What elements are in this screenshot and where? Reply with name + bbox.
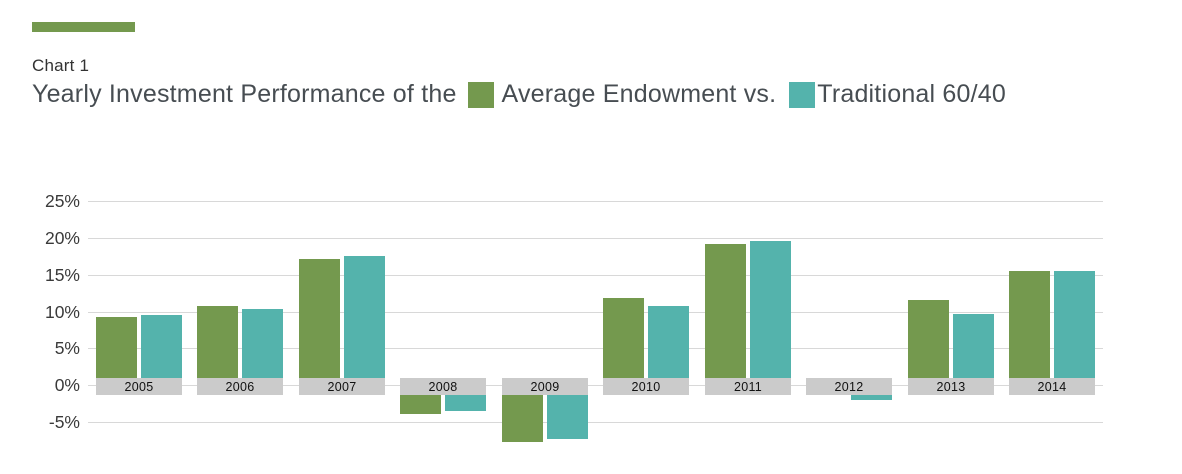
x-axis-year-label: 2005 — [124, 379, 154, 394]
legend-swatch-average-endowment — [467, 81, 494, 108]
legend-swatch-traditional-6040 — [789, 81, 816, 108]
y-axis-tick-20%: 20% — [44, 228, 80, 248]
gridline-5% — [88, 348, 1103, 349]
y-axis-tick--5%: -5% — [48, 412, 80, 432]
y-axis-tick-0%: 0% — [54, 375, 80, 395]
legend-label-traditional-6040: Traditional 60/40 — [817, 80, 1006, 108]
x-axis-label-strip-2005: 2005 — [96, 378, 182, 395]
x-axis-year-label: 2014 — [1037, 379, 1067, 394]
x-axis-label-strip-2013: 2013 — [908, 378, 994, 395]
x-axis-year-label: 2009 — [530, 379, 560, 394]
y-axis-tick-10%: 10% — [44, 302, 80, 322]
bar-2010-traditional — [648, 306, 689, 385]
title-prefix: Yearly Investment Performance of the — [32, 80, 457, 108]
bar-2013-traditional — [953, 314, 994, 385]
x-axis-year-label: 2013 — [936, 379, 966, 394]
chart-title: Yearly Investment Performance of the Ave… — [32, 80, 1006, 109]
gridline-10% — [88, 312, 1103, 313]
bar-2011-traditional — [750, 241, 791, 385]
x-axis-label-strip-2014: 2014 — [1009, 378, 1095, 395]
bar-2006-traditional — [242, 309, 283, 385]
accent-bar — [32, 22, 135, 32]
x-axis-year-label: 2007 — [327, 379, 357, 394]
bar-2007-traditional — [344, 256, 385, 385]
bar-2010-endowment — [603, 298, 644, 385]
y-axis-tick-15%: 15% — [44, 265, 80, 285]
gridline-20% — [88, 238, 1103, 239]
gridline-25% — [88, 201, 1103, 202]
legend-label-average-endowment: Average Endowment vs. — [501, 80, 777, 108]
bar-2011-endowment — [705, 244, 746, 385]
x-axis-year-label: 2006 — [225, 379, 255, 394]
bar-2006-endowment — [197, 306, 238, 385]
x-axis-year-label: 2011 — [733, 379, 763, 394]
x-axis-label-strip-2006: 2006 — [197, 378, 283, 395]
gridline-0% — [88, 385, 1103, 386]
bar-2005-endowment — [96, 317, 137, 385]
bar-2014-traditional — [1054, 271, 1095, 385]
bar-2007-endowment — [299, 259, 340, 385]
x-axis-label-strip-2008: 2008 — [400, 378, 486, 395]
x-axis-label-strip-2007: 2007 — [299, 378, 385, 395]
bar-2005-traditional — [141, 315, 182, 385]
chart-kicker: Chart 1 — [32, 56, 90, 75]
x-axis-label-strip-2010: 2010 — [603, 378, 689, 395]
gridline--5% — [88, 422, 1103, 423]
x-axis-year-label: 2008 — [428, 379, 458, 394]
x-axis-year-label: 2012 — [834, 379, 864, 394]
bar-2014-endowment — [1009, 271, 1050, 385]
x-axis-year-label: 2010 — [631, 379, 661, 394]
x-axis-label-strip-2009: 2009 — [502, 378, 588, 395]
y-axis-tick-25%: 25% — [44, 191, 80, 211]
x-axis-label-strip-2011: 2011 — [705, 378, 791, 395]
gridline-15% — [88, 275, 1103, 276]
bar-2013-endowment — [908, 300, 949, 385]
y-axis-tick-5%: 5% — [54, 338, 80, 358]
x-axis-label-strip-2012: 2012 — [806, 378, 892, 395]
